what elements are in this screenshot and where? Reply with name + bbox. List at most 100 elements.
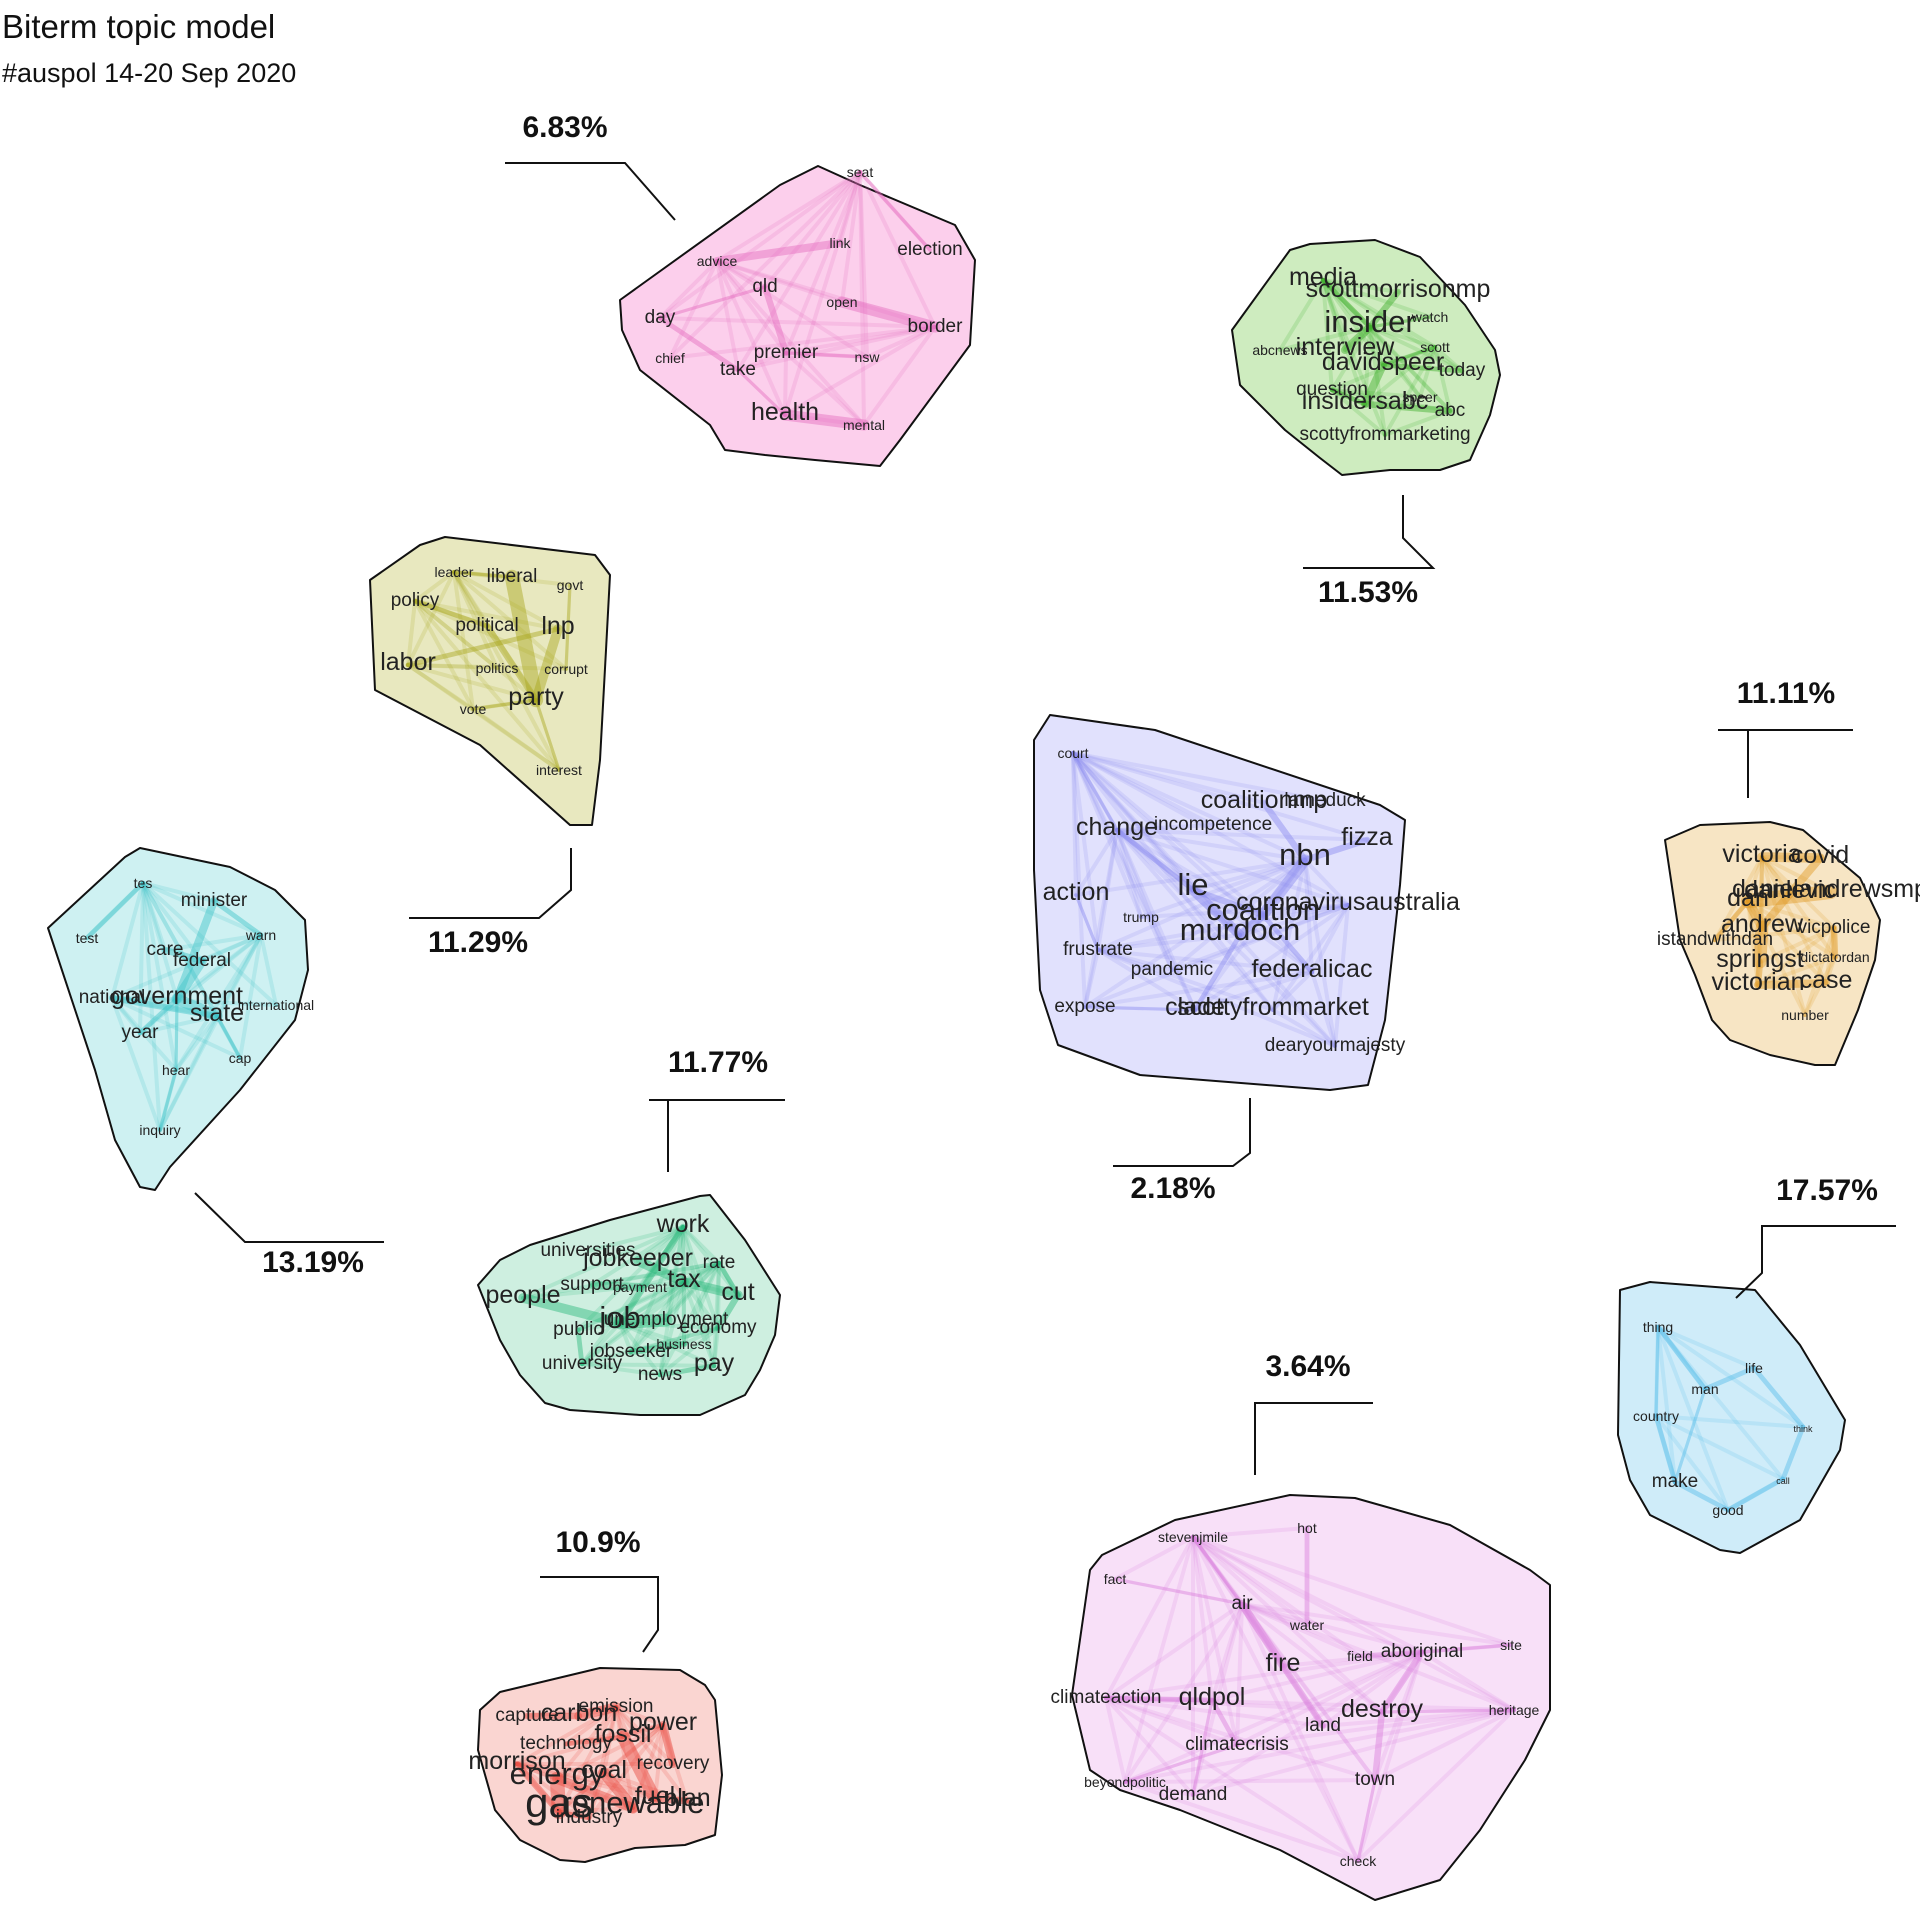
topic-word: payment — [613, 1279, 667, 1295]
word-edge — [783, 325, 937, 417]
word-edge — [602, 1723, 665, 1775]
topic-word: hear — [162, 1062, 190, 1078]
word-edge — [1756, 955, 1837, 987]
word-edge-strong — [1371, 1708, 1386, 1784]
word-edge — [614, 1705, 625, 1739]
word-edge — [715, 259, 869, 359]
word-edge — [1343, 325, 1372, 352]
word-edge — [1356, 1708, 1516, 1863]
word-edge-strong — [1672, 1479, 1731, 1513]
word-edge-strong — [1758, 854, 1824, 931]
percent-leader-line — [505, 162, 676, 221]
edge-group — [1712, 852, 1839, 1017]
word-edge — [682, 1280, 740, 1297]
topic-word: action — [1043, 878, 1110, 906]
percent-leader-line — [1113, 1098, 1251, 1167]
edge-group — [1103, 1525, 1516, 1863]
topic-word: carbon — [541, 1699, 617, 1727]
word-edge-strong — [173, 897, 218, 1003]
topic-word: lie — [1177, 867, 1208, 902]
word-edge-strong — [574, 1702, 621, 1721]
word-edge — [602, 1771, 635, 1810]
topic-word: border — [908, 316, 964, 337]
topic-word: qldpol — [1179, 1683, 1246, 1711]
word-edge — [576, 1280, 686, 1332]
word-edge — [629, 1261, 721, 1354]
word-edge — [1420, 1650, 1516, 1712]
word-edge-strong — [1754, 958, 1764, 989]
word-edge-strong — [1654, 1325, 1660, 1418]
topic-word: climatecrisis — [1185, 1734, 1288, 1755]
word-edge — [1096, 903, 1350, 952]
word-edge — [668, 170, 862, 360]
word-edge-strong — [1071, 751, 1119, 832]
word-edge — [452, 570, 560, 631]
word-edge-strong — [1361, 361, 1387, 408]
word-edge-strong — [1740, 884, 1838, 909]
word-edge — [715, 259, 787, 417]
word-edge — [1656, 1325, 1785, 1481]
word-edge — [452, 570, 561, 772]
word-edge — [717, 1261, 740, 1297]
topic-word: party — [508, 683, 564, 711]
word-edge — [1096, 948, 1275, 1012]
word-edge — [1210, 1650, 1424, 1702]
word-edge — [681, 1225, 686, 1284]
word-edge — [1433, 345, 1452, 413]
topic-word: rate — [703, 1252, 736, 1273]
word-edge — [618, 1280, 686, 1325]
word-edge — [1191, 1535, 1214, 1702]
word-edge — [1104, 1696, 1377, 1782]
word-edge — [555, 1723, 665, 1781]
word-edge — [576, 1225, 685, 1332]
word-edge — [1238, 903, 1350, 937]
word-edge — [576, 1321, 622, 1332]
word-edge — [1420, 1643, 1513, 1654]
topic-word: fossil — [595, 1720, 652, 1748]
word-edge — [618, 1261, 721, 1325]
word-edge — [1104, 1602, 1244, 1700]
word-edge — [1193, 858, 1307, 1012]
word-edge — [557, 1806, 635, 1814]
word-edge — [1071, 751, 1087, 1009]
topic-word: morrison — [468, 1747, 565, 1775]
word-edge — [1096, 948, 1314, 974]
word-edge-strong — [658, 285, 767, 320]
word-edge — [1746, 855, 1764, 903]
word-edge — [1321, 278, 1334, 392]
word-edge — [141, 881, 242, 1060]
word-edge — [587, 1771, 606, 1820]
word-edge — [862, 325, 937, 427]
word-edge — [1115, 828, 1307, 862]
word-edge — [784, 351, 866, 427]
word-edge — [716, 1261, 721, 1330]
topic-percent-label: 10.9% — [555, 1526, 640, 1559]
word-edge — [413, 599, 538, 702]
topic-word: speer — [1402, 389, 1437, 405]
word-edge — [110, 996, 242, 1060]
word-edge — [1139, 903, 1350, 919]
word-edge-strong — [616, 1223, 687, 1327]
word-edge — [1373, 1708, 1516, 1782]
topic-word: work — [656, 1210, 710, 1238]
word-edge — [1240, 1602, 1362, 1658]
topic-word: renewable — [561, 1785, 704, 1820]
word-edge — [215, 1014, 242, 1060]
word-edge — [413, 599, 499, 670]
word-edge-strong — [858, 170, 932, 252]
word-edge — [1321, 278, 1432, 319]
topic-word: insider — [1324, 304, 1415, 339]
word-edge — [141, 881, 167, 952]
word-edge — [1115, 828, 1195, 892]
word-edge — [1071, 751, 1195, 892]
word-edge-strong — [713, 239, 844, 265]
word-edge — [1115, 828, 1174, 972]
word-edge-strong — [1191, 1698, 1214, 1797]
word-edge-strong — [1188, 885, 1245, 940]
word-edge — [110, 881, 145, 1000]
topic-word: check — [1340, 1853, 1378, 1869]
word-edge-strong — [588, 1281, 644, 1291]
word-edge-strong — [1780, 1424, 1806, 1482]
word-edge — [1115, 828, 1337, 1048]
topic-word: today — [1439, 360, 1486, 381]
